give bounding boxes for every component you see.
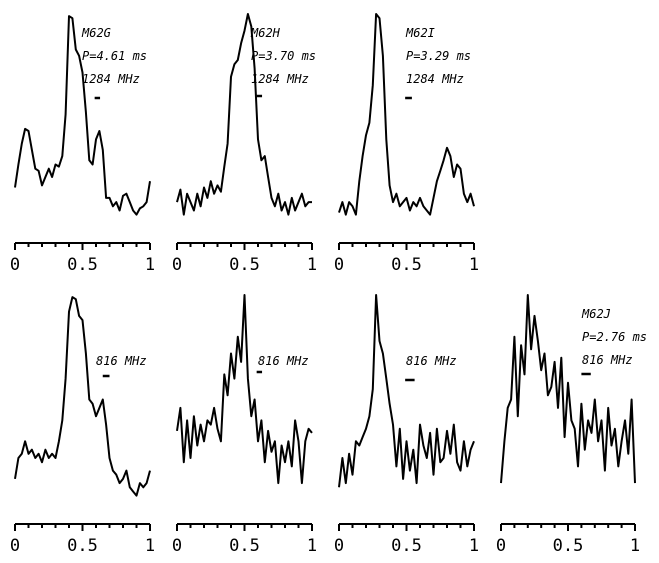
panel-annotation: 1284 MHz <box>251 72 309 86</box>
panel-annotation: M62I <box>405 26 435 40</box>
panel-annotation: 1284 MHz <box>406 72 464 86</box>
x-tick-label: 0.5 <box>391 536 422 556</box>
pulse-profile-line <box>14 296 151 497</box>
x-tick-label: 0.5 <box>67 536 98 556</box>
pulse-profile-line <box>176 13 312 216</box>
x-tick-label: 0 <box>10 255 20 275</box>
x-tick-label: 0.5 <box>229 536 260 556</box>
pulse-profile-line <box>338 294 475 488</box>
profile-panel: 0 0.5 1 816 MHz <box>334 294 479 556</box>
panel-annotation: 816 MHz <box>406 354 457 368</box>
panel-annotation: 816 MHz <box>96 354 147 368</box>
x-tick-label: 0.5 <box>229 255 260 275</box>
x-tick-label: 1 <box>145 255 155 275</box>
pulse-profile-line <box>14 15 151 216</box>
panel-annotation: M62H <box>250 26 281 40</box>
panel-annotation: 816 MHz <box>258 354 309 368</box>
x-tick-label: 0 <box>334 536 344 556</box>
panel-annotation: M62J <box>581 307 611 321</box>
x-tick-label: 0 <box>334 255 344 275</box>
x-tick-label: 0 <box>172 536 182 556</box>
panel-annotation: P=3.29 ms <box>406 49 471 63</box>
x-tick-label: 0.5 <box>391 255 422 275</box>
panel-annotation: P=2.76 ms <box>582 330 647 344</box>
x-tick-label: 0 <box>10 536 20 556</box>
profile-panel: 0 0.5 1 M62I P=3.29 ms 1284 MHz <box>334 13 479 275</box>
x-tick-label: 0 <box>172 255 182 275</box>
x-tick-label: 1 <box>307 536 317 556</box>
pulse-profile-line <box>338 13 475 216</box>
x-tick-label: 0.5 <box>67 255 98 275</box>
pulse-profile-line <box>176 294 313 485</box>
x-tick-label: 0.5 <box>553 536 584 556</box>
panel-annotation: P=3.70 ms <box>251 49 316 63</box>
pulse-profile-line <box>500 294 636 484</box>
x-tick-label: 1 <box>307 255 317 275</box>
panel-annotation: 816 MHz <box>582 353 633 367</box>
x-tick-label: 1 <box>630 536 640 556</box>
x-tick-label: 1 <box>469 255 479 275</box>
profile-panel: 0 0.5 1 816 MHz <box>172 294 317 556</box>
profile-panel: 0 0.5 1 M62G P=4.61 ms 1284 MHz <box>10 15 155 275</box>
panel-annotation: P=4.61 ms <box>82 49 147 63</box>
x-tick-label: 1 <box>469 536 479 556</box>
profile-panel: 0 0.5 1 M62J P=2.76 ms 816 MHz <box>496 294 647 556</box>
panel-annotation: M62G <box>81 26 111 40</box>
profile-panel: 0 0.5 1 M62H P=3.70 ms 1284 MHz <box>172 13 317 275</box>
x-tick-label: 1 <box>145 536 155 556</box>
profile-panel: 0 0.5 1 816 MHz <box>10 296 155 556</box>
x-tick-label: 0 <box>496 536 506 556</box>
panel-annotation: 1284 MHz <box>82 72 140 86</box>
